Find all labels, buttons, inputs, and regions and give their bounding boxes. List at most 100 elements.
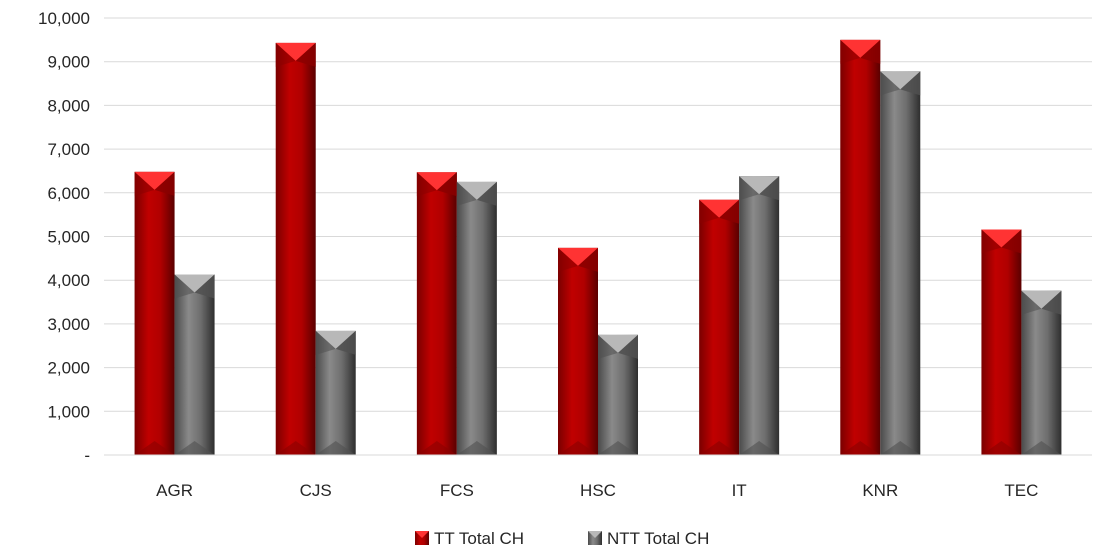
bar-body: [699, 199, 740, 455]
bar-base: [699, 441, 740, 455]
bar-it-tt: [699, 199, 740, 455]
bar-body: [840, 39, 881, 455]
y-tick-label: 10,000: [38, 9, 90, 28]
bar-base: [416, 441, 457, 455]
legend-label: TT Total CH: [434, 529, 524, 548]
x-tick-label: IT: [732, 481, 747, 500]
bar-bevel-left: [558, 247, 578, 272]
bar-body: [275, 42, 316, 456]
bar-fcs-ntt: [456, 181, 497, 455]
bar-agr-tt: [134, 171, 175, 455]
legend: TT Total CH NTT Total CH: [415, 529, 709, 548]
bar-cjs-tt: [275, 42, 316, 456]
bar-bevel-right: [900, 71, 921, 96]
bar-base: [315, 441, 356, 455]
legend-swatch-cap: [415, 531, 429, 538]
bar-cap: [315, 330, 356, 349]
y-tick-label: 9,000: [47, 53, 90, 72]
y-tick-label: 8,000: [47, 96, 90, 115]
bar-bevel-right: [295, 42, 316, 67]
bar-knr-tt: [840, 39, 881, 455]
bar-base: [598, 441, 638, 455]
bar-bevel-left: [416, 172, 437, 197]
bar-body: [981, 229, 1022, 455]
bar-cap: [416, 172, 457, 191]
bar-hsc-tt: [558, 247, 598, 455]
bar-bevel-left: [1021, 290, 1042, 315]
bar-body: [456, 181, 497, 455]
y-tick-label: -: [84, 446, 90, 465]
bar-base: [456, 441, 497, 455]
bar-cap: [275, 42, 316, 61]
bar-cap: [174, 274, 215, 293]
bar-bevel-left: [699, 199, 720, 224]
bar-body: [416, 172, 457, 456]
bar-bevel-right: [1001, 229, 1022, 254]
bar-cap: [598, 334, 638, 353]
legend-item-ntt: NTT Total CH: [588, 529, 709, 548]
bar-tec-tt: [981, 229, 1022, 455]
bar-cap: [880, 71, 921, 90]
bar-base: [174, 441, 215, 455]
bar-base: [880, 441, 921, 455]
bar-cap: [134, 171, 175, 190]
x-tick-label: CJS: [300, 481, 332, 500]
bar-cap: [840, 39, 881, 58]
bar-base: [558, 441, 598, 455]
bar-cjs-ntt: [315, 330, 356, 455]
y-tick-label: 2,000: [47, 359, 90, 378]
bar-cap: [981, 229, 1022, 248]
bar-cap: [456, 181, 497, 200]
bar-bevel-right: [719, 199, 740, 224]
legend-item-tt: TT Total CH: [415, 529, 524, 548]
bar-bevel-right: [335, 330, 356, 355]
x-axis: AGR CJS FCS HSC IT KNR TEC: [104, 454, 1092, 500]
bar-bevel-left: [981, 229, 1002, 254]
x-tick-label: HSC: [580, 481, 616, 500]
legend-label: NTT Total CH: [607, 529, 709, 548]
bar-bevel-left: [456, 181, 477, 206]
bar-base: [275, 441, 316, 455]
x-tick-label: KNR: [862, 481, 898, 500]
bar-bevel-left: [275, 42, 296, 67]
bar-base: [840, 441, 881, 455]
bar-bevel-right: [618, 334, 638, 359]
bar-base: [739, 441, 780, 455]
bar-cap: [1021, 290, 1062, 309]
bar-bevel-right: [436, 172, 457, 197]
bar-it-ntt: [739, 176, 780, 455]
bar-body: [880, 71, 921, 456]
bar-knr-ntt: [880, 71, 921, 456]
bar-bevel-right: [476, 181, 497, 206]
bar-cap: [558, 247, 598, 266]
bar-tec-ntt: [1021, 290, 1062, 455]
x-tick-label: TEC: [1004, 481, 1038, 500]
bar-body: [558, 247, 598, 455]
bar-bevel-left: [880, 71, 901, 96]
x-tick-label: FCS: [440, 481, 474, 500]
bar-body: [739, 176, 780, 455]
bar-bevel-left: [134, 171, 155, 196]
bar-body: [134, 171, 175, 455]
bar-body: [1021, 290, 1062, 455]
bar-bevel-right: [860, 39, 881, 64]
bar-hsc-ntt: [598, 334, 638, 455]
y-tick-label: 1,000: [47, 402, 90, 421]
bar-base: [1021, 441, 1062, 455]
bar-fcs-tt: [416, 172, 457, 456]
bar-bevel-left: [174, 274, 195, 299]
bar-bevel-right: [578, 247, 598, 272]
y-tick-label: 3,000: [47, 315, 90, 334]
bar-bevel-right: [759, 176, 780, 201]
bar-body: [174, 274, 215, 455]
y-axis: - 1,000 2,000 3,000 4,000 5,000 6,000 7,000 8,00…: [38, 9, 90, 465]
bar-agr-ntt: [174, 274, 215, 455]
bar-base: [981, 441, 1022, 455]
bars: [134, 39, 1062, 456]
bar-bevel-left: [598, 334, 618, 359]
bar-bevel-right: [194, 274, 215, 299]
bar-cap: [739, 176, 780, 195]
bar-bevel-left: [315, 330, 336, 355]
bar-bevel-right: [154, 171, 175, 196]
